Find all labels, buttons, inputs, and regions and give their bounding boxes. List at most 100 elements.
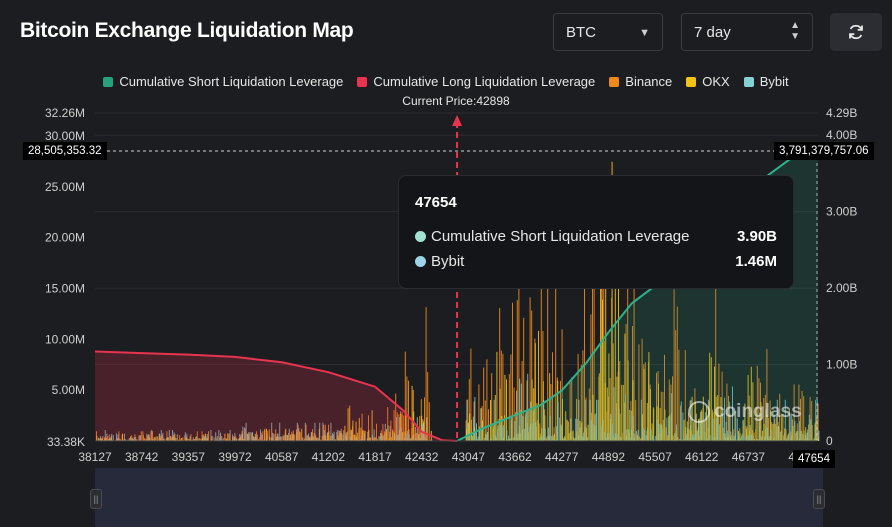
liquidation-bar xyxy=(210,430,212,441)
slider-handle-right[interactable]: || xyxy=(813,489,825,509)
liquidation-bar xyxy=(403,415,405,441)
liquidation-bar xyxy=(500,350,502,441)
liquidation-bar xyxy=(213,437,215,441)
liquidation-bar xyxy=(355,421,357,441)
liquidation-bar xyxy=(548,427,549,441)
refresh-button[interactable] xyxy=(830,13,882,51)
slider-handle-left[interactable]: || xyxy=(90,489,102,509)
liquidation-bar xyxy=(626,429,628,441)
liquidation-bar xyxy=(664,354,665,441)
liquidation-bar xyxy=(264,428,266,441)
legend-item-long[interactable]: Cumulative Long Liquidation Leverage xyxy=(357,74,595,89)
liquidation-bar xyxy=(404,437,405,441)
short-area xyxy=(457,142,818,441)
liquidation-bar xyxy=(400,427,402,441)
liquidation-bar xyxy=(590,314,592,441)
liquidation-bar xyxy=(748,435,749,441)
liquidation-bar xyxy=(98,438,100,441)
liquidation-bar xyxy=(600,426,602,441)
liquidation-bar xyxy=(472,416,474,441)
liquidation-bar xyxy=(168,430,170,441)
liquidation-bar xyxy=(592,394,594,441)
liquidation-bar xyxy=(532,423,533,441)
liquidation-bar xyxy=(479,429,481,441)
liquidation-bar xyxy=(484,437,485,441)
liquidation-bar xyxy=(140,431,142,441)
liquidation-bar xyxy=(314,422,316,441)
range-slider[interactable] xyxy=(95,468,823,527)
liquidation-bar xyxy=(400,413,402,441)
liquidation-bar xyxy=(262,431,264,441)
liquidation-bar xyxy=(708,399,709,441)
liquidation-bar xyxy=(152,431,153,441)
liquidation-bar xyxy=(714,366,715,441)
x-tick-label: 43662 xyxy=(498,450,532,464)
liquidation-bar xyxy=(679,439,681,441)
liquidation-bar xyxy=(607,433,609,441)
liquidation-bar xyxy=(739,432,741,441)
liquidation-bar xyxy=(146,433,148,441)
liquidation-bar xyxy=(661,428,663,441)
liquidation-bar xyxy=(531,379,533,441)
legend-item-okx[interactable]: OKX xyxy=(686,74,730,89)
liquidation-bar xyxy=(812,439,814,441)
liquidation-bar xyxy=(160,430,162,441)
liquidation-bar xyxy=(616,434,618,441)
liquidation-bar xyxy=(404,351,406,441)
liquidation-bar xyxy=(127,439,129,441)
liquidation-bar xyxy=(187,438,189,441)
liquidation-bar xyxy=(304,422,306,441)
liquidation-bar xyxy=(518,262,520,441)
liquidation-bar xyxy=(228,439,229,441)
liquidation-bar xyxy=(602,299,603,441)
liquidation-bar xyxy=(660,423,661,441)
range-select[interactable]: 7 day ▲ ▼ xyxy=(681,13,813,51)
liquidation-bar xyxy=(324,424,326,441)
liquidation-bar xyxy=(642,414,643,441)
liquidation-bar xyxy=(557,401,559,441)
legend-item-binance[interactable]: Binance xyxy=(609,74,672,89)
liquidation-bar xyxy=(562,438,564,441)
liquidation-bar xyxy=(541,436,543,441)
liquidation-bar xyxy=(287,435,289,441)
liquidation-bar xyxy=(633,230,635,441)
asset-select[interactable]: BTC ▼ xyxy=(553,13,663,51)
liquidation-bar xyxy=(666,417,668,441)
liquidation-bar xyxy=(170,436,171,441)
liquidation-bar xyxy=(299,432,301,441)
liquidation-bar xyxy=(560,425,562,441)
liquidation-bar xyxy=(316,437,318,441)
tooltip-label: Cumulative Short Liquidation Leverage xyxy=(431,228,690,245)
liquidation-bar xyxy=(417,429,419,441)
liquidation-bar xyxy=(426,417,428,441)
liquidation-bar xyxy=(673,289,675,441)
liquidation-bar xyxy=(646,403,648,441)
liquidation-bar xyxy=(807,429,809,441)
liquidation-bar xyxy=(125,439,127,441)
liquidation-bar xyxy=(798,384,800,441)
y-left-tick-label: 30.00M xyxy=(45,129,85,143)
liquidation-bar xyxy=(671,393,673,441)
liquidation-bar xyxy=(182,437,184,441)
liquidation-bar xyxy=(402,432,403,441)
liquidation-bar xyxy=(372,435,373,441)
liquidation-bar xyxy=(767,427,769,441)
liquidation-bar xyxy=(572,430,574,441)
liquidation-bar xyxy=(688,437,690,441)
liquidation-bar xyxy=(364,432,365,441)
liquidation-bar xyxy=(562,398,563,441)
liquidation-bar xyxy=(800,398,801,441)
legend-item-bybit[interactable]: Bybit xyxy=(743,74,789,89)
liquidation-bar xyxy=(789,414,791,441)
liquidation-bar xyxy=(140,435,141,441)
liquidation-bar xyxy=(621,384,623,441)
liquidation-bar xyxy=(293,434,295,441)
liquidation-bar xyxy=(485,434,487,441)
liquidation-bar xyxy=(480,408,482,441)
liquidation-bar xyxy=(604,432,605,441)
liquidation-bar xyxy=(325,435,327,441)
liquidation-bar xyxy=(568,421,569,441)
liquidation-bar xyxy=(569,380,571,441)
legend-item-short[interactable]: Cumulative Short Liquidation Leverage xyxy=(103,74,343,89)
